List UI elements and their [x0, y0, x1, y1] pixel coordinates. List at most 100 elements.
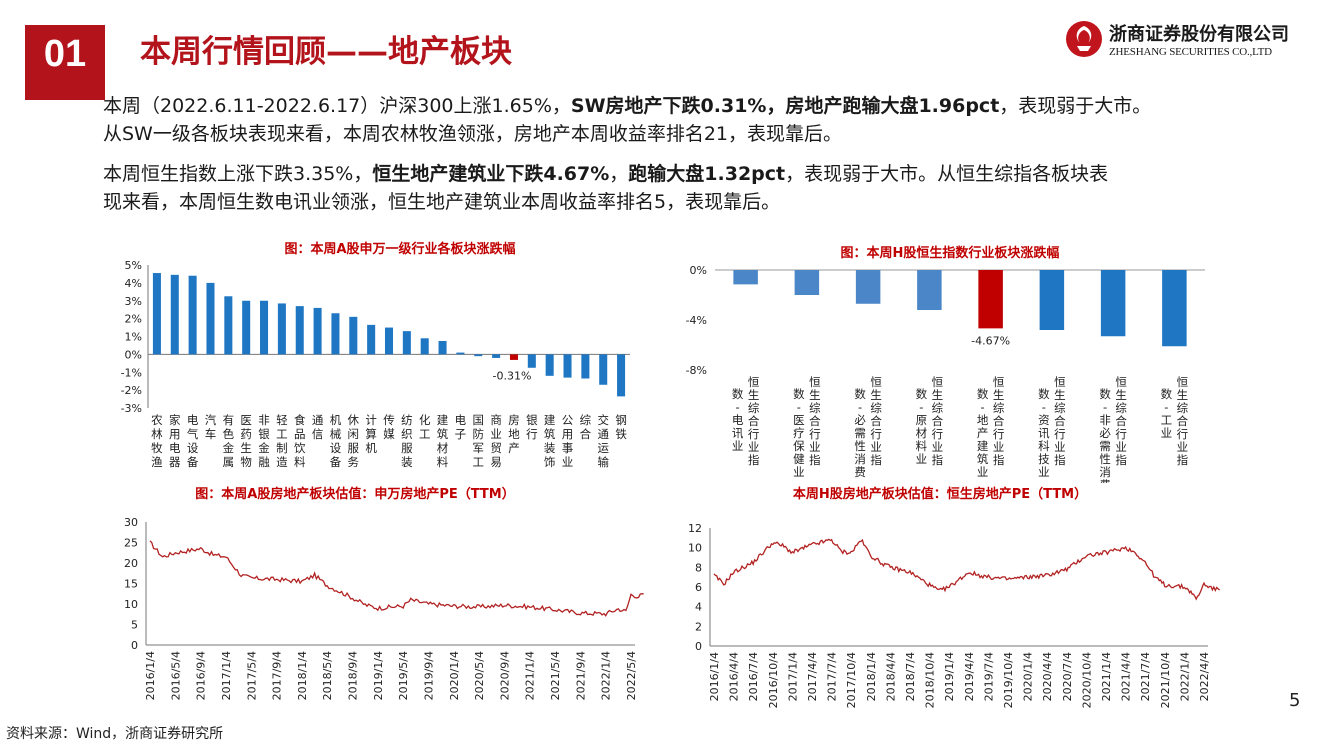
y-tick-label: 5	[131, 619, 138, 632]
x-category-char: 建	[544, 413, 556, 427]
x-category-char: 务	[348, 455, 360, 469]
x-category-char: 综	[932, 401, 944, 415]
bar	[152, 273, 161, 355]
y-tick-label: 3%	[125, 295, 142, 308]
x-tick-label: 2019/10/4	[1002, 652, 1015, 708]
x-category-char: 医	[793, 413, 805, 427]
x-tick-label: 2019/9/4	[422, 651, 435, 700]
x-category-char: 属	[223, 455, 235, 469]
x-category-char: 合	[932, 414, 944, 428]
x-category-char: 综	[1115, 401, 1127, 415]
p1-text-d: 从SW一级各板块表现来看，本周农林牧渔领涨，房地产本周收益率排名21，表现靠后。	[103, 123, 843, 145]
sw-industry-bar-chart: 图：本周A股申万一级行业各板块涨跌幅 5% 4% 3% 2% 1% 0% -1% -2% -3% 农…	[121, 241, 630, 469]
x-category-char: 数	[1161, 387, 1173, 401]
x-category-char: 疗	[793, 426, 805, 440]
x-category-char: 电	[187, 413, 199, 427]
x-category-char: 械	[330, 427, 342, 441]
x-category-char: 闲	[348, 427, 360, 441]
x-category-char: 装	[401, 455, 413, 469]
x-category-char: 备	[330, 455, 342, 469]
x-category-char: 数	[1099, 387, 1111, 401]
bar	[474, 354, 483, 357]
x-tick-label: 2021/5/4	[549, 651, 562, 700]
bar	[206, 282, 215, 355]
bar	[295, 306, 304, 355]
x-category-char: 生	[932, 388, 944, 402]
x-category-char: 业	[1177, 440, 1189, 454]
x-category-char: 业	[732, 439, 744, 453]
x-category-char: 非	[258, 413, 270, 427]
x-category-char: 恒	[993, 375, 1005, 389]
x-tick-label: 2018/1/4	[296, 651, 309, 700]
x-category-char: 地	[508, 427, 520, 441]
y-tick-label: 5%	[125, 259, 142, 272]
x-tick-label: 2018/5/4	[321, 651, 334, 700]
x-tick-label: 2021/7/4	[1139, 652, 1152, 701]
y-tick-label: 0%	[125, 348, 142, 361]
x-tick-label: 2018/9/4	[347, 651, 360, 700]
x-tick-label: 2018/7/4	[904, 652, 917, 701]
x-category-char: 饮	[294, 441, 306, 455]
bar	[438, 340, 447, 355]
x-category-char: 融	[258, 455, 270, 469]
x-category-char: 保	[793, 439, 805, 453]
x-tick-label: 2018/10/4	[924, 652, 937, 708]
bar	[794, 270, 820, 295]
x-tick-label: 2020/4/4	[1041, 652, 1054, 701]
x-category-char: 通	[597, 427, 609, 441]
x-category-char: 银	[526, 413, 538, 427]
x-tick-label: 2017/9/4	[271, 651, 284, 700]
x-tick-label: 2022/1/4	[1178, 652, 1191, 701]
y-tick-label: 4	[695, 601, 702, 614]
x-category-char: 讯	[732, 426, 744, 440]
x-category-char: 筑	[437, 427, 449, 441]
x-tick-label: 2019/5/4	[397, 651, 410, 700]
x-tick-label: 2020/10/4	[1080, 652, 1093, 708]
x-category-char: 业	[916, 452, 928, 466]
x-category-char: 合	[580, 427, 592, 441]
x-tick-label: 2016/7/4	[747, 652, 760, 701]
bar	[331, 313, 340, 355]
x-tick-label: 2019/7/4	[982, 652, 995, 701]
x-category-char: -	[1103, 400, 1107, 414]
x-category-char: 数	[793, 387, 805, 401]
chart-title: 图：本周A股申万一级行业各板块涨跌幅	[284, 241, 515, 257]
bar	[527, 354, 536, 368]
x-category-char: 信	[312, 427, 324, 441]
page-number: 5	[1289, 690, 1301, 711]
y-tick-label: 10	[688, 542, 702, 555]
x-category-char: 业	[870, 440, 882, 454]
x-category-char: 数	[854, 387, 866, 401]
x-category-char: 指	[748, 453, 760, 467]
x-category-char: 指	[870, 453, 882, 467]
bar	[581, 354, 590, 379]
x-category-char: -	[858, 400, 862, 414]
x-category-char: 业	[1161, 426, 1173, 440]
y-tick-label: 12	[688, 522, 702, 535]
x-category-char: 综	[748, 401, 760, 415]
x-category-char: 地	[977, 413, 989, 427]
x-tick-label: 2016/9/4	[195, 651, 208, 700]
bar	[349, 316, 358, 355]
x-category-char: -	[981, 400, 985, 414]
x-category-char: 传	[383, 413, 395, 427]
y-tick-label: 25	[124, 537, 138, 550]
x-category-char: 运	[597, 441, 609, 455]
y-tick-label: 30	[124, 516, 138, 529]
p1-text-a: 本周（2022.6.11-2022.6.17）沪深300上涨1.65%，	[103, 95, 571, 117]
bar	[260, 300, 269, 355]
x-category-char: 事	[562, 441, 574, 455]
p2-text-a: 本周恒生指数上涨下跌3.35%，	[103, 163, 373, 185]
source-note: 资料来源：Wind，浙商证券研究所	[6, 726, 224, 742]
x-category-char: 造	[276, 455, 288, 469]
x-category-char: 电	[169, 441, 181, 455]
x-category-char: 行	[1177, 427, 1189, 441]
x-tick-label: 2016/10/4	[767, 652, 780, 708]
x-category-char: 综	[580, 413, 592, 427]
x-tick-label: 2019/1/4	[372, 651, 385, 700]
x-category-char: 需	[854, 426, 866, 440]
x-category-char: 纺	[401, 413, 413, 427]
x-category-char: 装	[544, 441, 556, 455]
bar	[277, 303, 286, 355]
p2-text-f: 现来看，本周恒生数电讯业领涨，恒生地产建筑业本周收益率排名5，表现靠后。	[103, 191, 781, 213]
